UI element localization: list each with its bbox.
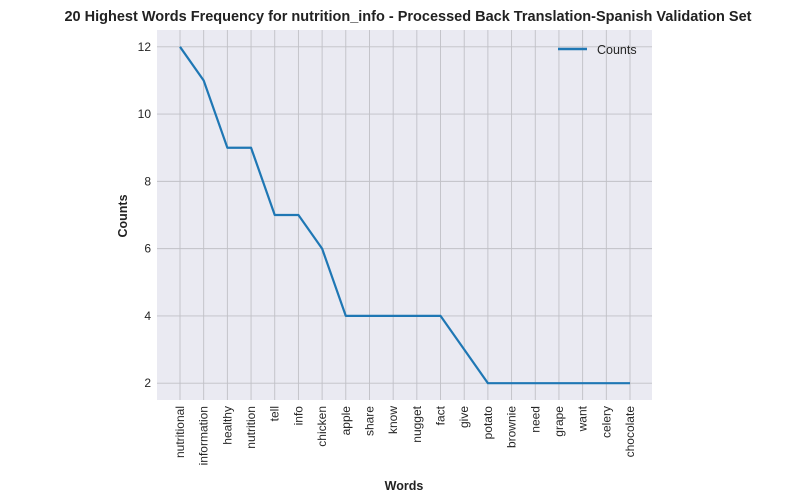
- x-tick-label: tell: [268, 406, 282, 421]
- series-line-counts: [179, 46, 630, 385]
- x-tick-label: give: [457, 406, 471, 428]
- y-tick-label: 2: [144, 376, 151, 390]
- x-tick-label: information: [197, 406, 211, 465]
- x-tick-label: nutritional: [173, 406, 187, 458]
- x-tick-label: nugget: [410, 405, 424, 442]
- grid: [157, 30, 652, 400]
- plot-area: [157, 30, 652, 400]
- y-axis-ticks: 2 4 6 8 10 12: [138, 40, 152, 390]
- x-tick-label: need: [528, 406, 542, 433]
- x-tick-label: chicken: [315, 406, 329, 447]
- x-tick-label: know: [386, 406, 400, 434]
- legend: Counts: [558, 43, 637, 57]
- y-tick-label: 4: [144, 309, 151, 323]
- x-axis-label: Words: [385, 479, 424, 493]
- x-tick-label: share: [362, 406, 376, 436]
- x-tick-label: potato: [481, 406, 495, 440]
- legend-label-counts: Counts: [597, 43, 637, 57]
- x-tick-label: brownie: [505, 406, 519, 448]
- x-tick-label: fact: [434, 405, 448, 425]
- x-tick-label: grape: [552, 406, 566, 437]
- x-tick-label: info: [291, 406, 305, 426]
- x-axis-ticks: nutritional information healthy nutrition te…: [173, 405, 637, 465]
- x-tick-label: apple: [339, 406, 353, 436]
- chart-title: 20 Highest Words Frequency for nutrition…: [64, 9, 751, 25]
- x-tick-label: celery: [599, 406, 613, 438]
- x-tick-label: chocolate: [623, 406, 637, 458]
- y-tick-label: 8: [144, 174, 151, 188]
- y-axis-label: Counts: [116, 194, 130, 237]
- x-tick-label: healthy: [220, 406, 234, 445]
- y-tick-label: 10: [138, 107, 152, 121]
- x-tick-label: want: [576, 405, 590, 432]
- y-tick-label: 12: [138, 40, 152, 54]
- y-tick-label: 6: [144, 242, 151, 256]
- x-tick-label: nutrition: [244, 406, 258, 449]
